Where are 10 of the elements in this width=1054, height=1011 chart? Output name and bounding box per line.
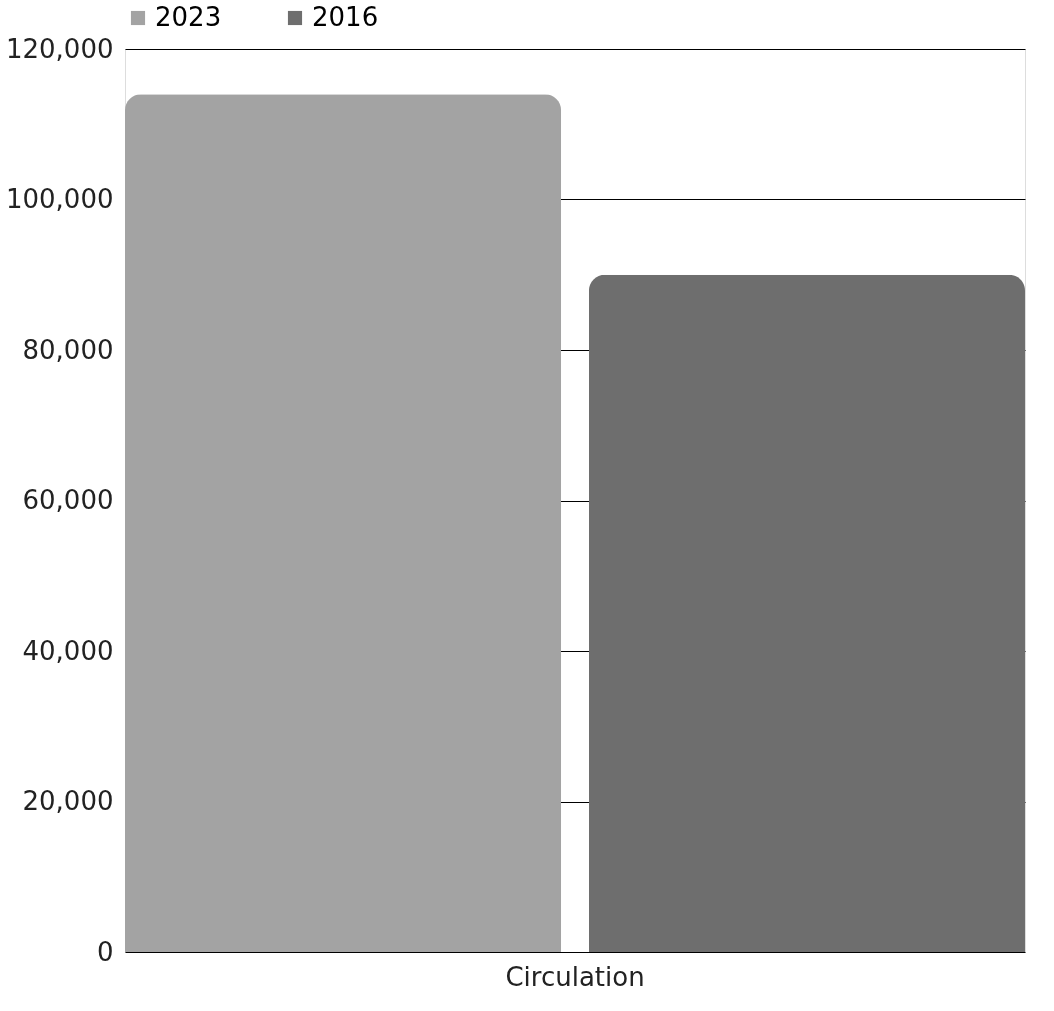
y-tick-label: 0 [96, 936, 114, 967]
y-tick-label: 40,000 [22, 635, 114, 666]
y-tick-label: 120,000 [5, 33, 114, 64]
y-tick-label: 80,000 [22, 334, 114, 365]
y-tick-label: 60,000 [22, 485, 114, 515]
y-tick-label: 20,000 [22, 786, 114, 816]
x-tick-label: Circulation [505, 961, 645, 992]
y-tick-label: 100,000 [5, 184, 114, 214]
legend-label: 2016 [312, 2, 379, 32]
legend-label: 2023 [155, 2, 222, 32]
